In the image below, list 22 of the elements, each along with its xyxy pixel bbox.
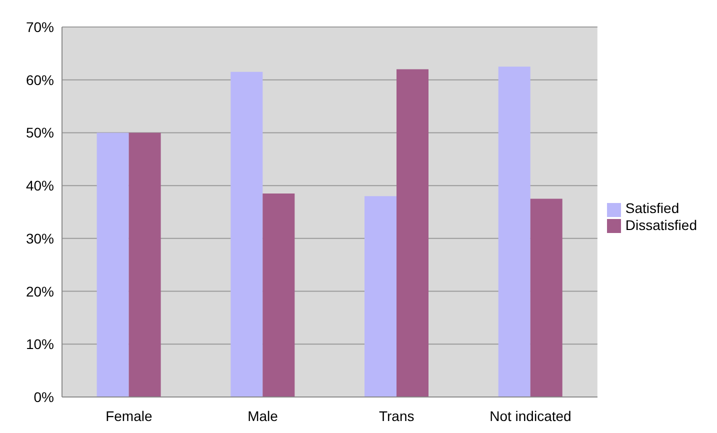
y-tick-label: 50% [26, 124, 54, 141]
bar [498, 66, 530, 397]
bar [230, 72, 263, 397]
y-tick-label: 30% [26, 230, 54, 246]
bar [262, 194, 295, 397]
legend-label: Satisfied [625, 200, 680, 216]
y-tick-label: 10% [26, 336, 54, 352]
y-tick-label: 40% [26, 178, 54, 194]
y-tick-label: 20% [26, 283, 54, 300]
bar [364, 196, 397, 397]
x-tick-label: Trans [378, 408, 414, 424]
x-tick-label: Female [106, 408, 152, 424]
legend-label: Dissatisfied [625, 216, 697, 232]
y-tick-label: 70% [26, 18, 54, 35]
x-tick-label: Not indicated [490, 408, 572, 424]
bar [396, 69, 429, 397]
bar [128, 132, 161, 397]
bar [96, 132, 129, 397]
x-tick-label: Male [248, 408, 278, 424]
y-tick-label: 0% [34, 388, 54, 405]
bar [530, 198, 562, 397]
y-tick-label: 60% [26, 72, 54, 88]
